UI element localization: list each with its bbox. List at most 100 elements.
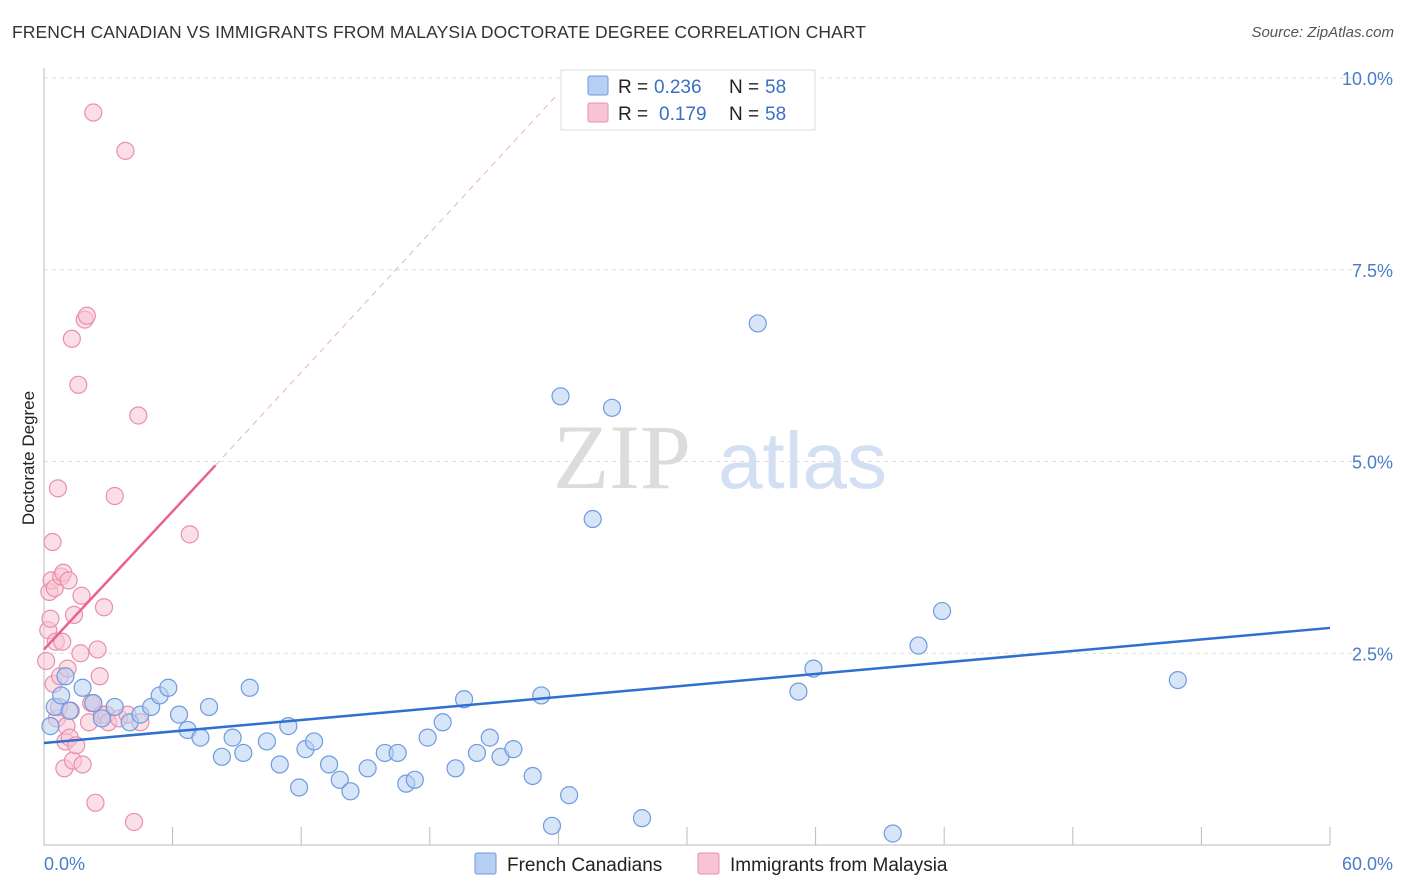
legend-n-value-blue: 58 [765, 77, 786, 98]
point-malaysia-30 [73, 755, 92, 774]
chart-title: FRENCH CANADIAN VS IMMIGRANTS FROM MALAY… [12, 22, 867, 42]
trend-line-french-canadians [43, 626, 1331, 745]
point-french-canadians-31 [358, 759, 377, 778]
point-french-canadians-4 [60, 701, 79, 720]
point-french-canadians-7 [92, 709, 111, 728]
trend-lines [43, 464, 1331, 745]
x-tick-labels: 0.0% 60.0% [44, 854, 1393, 874]
x-tick-label-min: 0.0% [44, 854, 85, 874]
point-malaysia-44 [105, 486, 124, 506]
point-french-canadians-41 [480, 728, 499, 747]
point-french-canadians-53 [789, 682, 808, 701]
y-tick-label-1: 5.0% [1352, 453, 1393, 473]
point-french-canadians-35 [405, 770, 424, 789]
point-french-canadians-38 [446, 759, 465, 778]
watermark: ZIP atlas [553, 406, 887, 508]
legend-swatch-pink [587, 102, 609, 123]
legend-r-value-pink: 0.179 [659, 104, 707, 125]
point-malaysia-3 [41, 609, 60, 628]
legend-n-label-blue: N = [729, 77, 759, 98]
point-french-canadians-19 [223, 728, 242, 747]
x-tick-label-max: 60.0% [1342, 854, 1393, 874]
point-french-canadians-21 [240, 678, 259, 697]
point-french-canadians-49 [583, 509, 602, 529]
point-french-canadians-36 [418, 728, 437, 747]
point-french-canadians-56 [909, 636, 928, 655]
point-french-canadians-29 [330, 770, 349, 789]
point-french-canadians-40 [467, 743, 487, 763]
point-french-canadians-3 [56, 667, 75, 686]
point-malaysia-0 [37, 651, 56, 671]
point-malaysia-51 [180, 525, 199, 544]
point-french-canadians-45 [532, 686, 551, 705]
trend-extension-malaysia [215, 93, 559, 466]
legend-swatch-blue [587, 75, 609, 96]
point-malaysia-38 [90, 667, 109, 686]
point-french-canadians-47 [551, 387, 570, 406]
series-label-french-canadians: French Canadians [507, 855, 662, 876]
point-french-canadians-44 [523, 766, 542, 786]
point-french-canadians-20 [234, 743, 253, 763]
point-french-canadians-58 [1168, 670, 1187, 690]
point-french-canadians-17 [199, 697, 219, 717]
point-malaysia-28 [71, 644, 90, 663]
point-malaysia-48 [124, 812, 144, 832]
point-french-canadians-30 [341, 782, 360, 801]
point-malaysia-23 [62, 329, 81, 348]
point-french-canadians-48 [560, 786, 579, 805]
series-swatch-immigrants-from-malaysia [697, 852, 720, 875]
point-french-canadians-43 [504, 740, 523, 759]
pink-trend-extension [215, 93, 559, 466]
point-malaysia-10 [48, 479, 68, 498]
point-french-canadians-0 [41, 717, 60, 736]
point-french-canadians-33 [388, 743, 407, 763]
point-malaysia-36 [86, 793, 105, 812]
point-french-canadians-18 [212, 747, 231, 766]
point-french-canadians-27 [304, 732, 324, 751]
point-french-canadians-22 [257, 732, 277, 751]
point-french-canadians-6 [84, 694, 103, 713]
point-french-canadians-13 [159, 678, 178, 697]
point-french-canadians-39 [454, 690, 474, 709]
legend-r-label-pink: R = [618, 104, 648, 125]
y-tick-label-0: 2.5% [1352, 644, 1393, 664]
point-french-canadians-2 [52, 686, 71, 705]
series-label-immigrants-from-malaysia: Immigrants from Malaysia [730, 855, 948, 876]
point-malaysia-27 [69, 375, 88, 394]
french-canadians-points [41, 314, 1187, 843]
y-axis-title: Doctorate Degree [19, 391, 38, 525]
point-french-canadians-25 [289, 778, 309, 797]
point-malaysia-5 [43, 532, 62, 552]
watermark-atlas: atlas [718, 416, 887, 505]
legend-r-label-blue: R = [618, 77, 648, 98]
point-french-canadians-14 [169, 705, 189, 724]
grid-lines [44, 77, 1360, 654]
point-malaysia-14 [53, 632, 72, 651]
point-malaysia-40 [94, 598, 114, 617]
point-french-canadians-8 [105, 697, 124, 717]
point-malaysia-49 [129, 406, 148, 425]
point-malaysia-20 [59, 571, 78, 590]
point-french-canadians-52 [748, 314, 767, 333]
point-french-canadians-46 [542, 816, 562, 835]
point-french-canadians-55 [883, 824, 902, 843]
point-french-canadians-51 [632, 809, 652, 828]
point-malaysia-25 [64, 605, 84, 625]
watermark-zip: ZIP [553, 406, 691, 508]
y-tick-label-2: 7.5% [1352, 261, 1393, 281]
point-french-canadians-16 [191, 728, 210, 747]
point-french-canadians-5 [73, 678, 92, 697]
point-malaysia-46 [116, 141, 135, 160]
point-french-canadians-28 [319, 755, 339, 774]
legend-n-label-pink: N = [729, 104, 759, 125]
series-legend: French Canadians Immigrants from Malaysi… [474, 852, 948, 876]
point-malaysia-32 [77, 306, 96, 325]
y-tick-labels: 2.5% 5.0% 7.5% 10.0% [1342, 69, 1393, 664]
y-tick-label-3: 10.0% [1342, 69, 1393, 89]
axes [43, 68, 1331, 846]
series-swatch-french-canadians [474, 852, 497, 875]
point-french-canadians-37 [433, 713, 452, 732]
trend-line-malaysia [43, 464, 217, 651]
correlation-legend: R = 0.236 N = 58 R = 0.179 N = 58 [560, 69, 816, 131]
